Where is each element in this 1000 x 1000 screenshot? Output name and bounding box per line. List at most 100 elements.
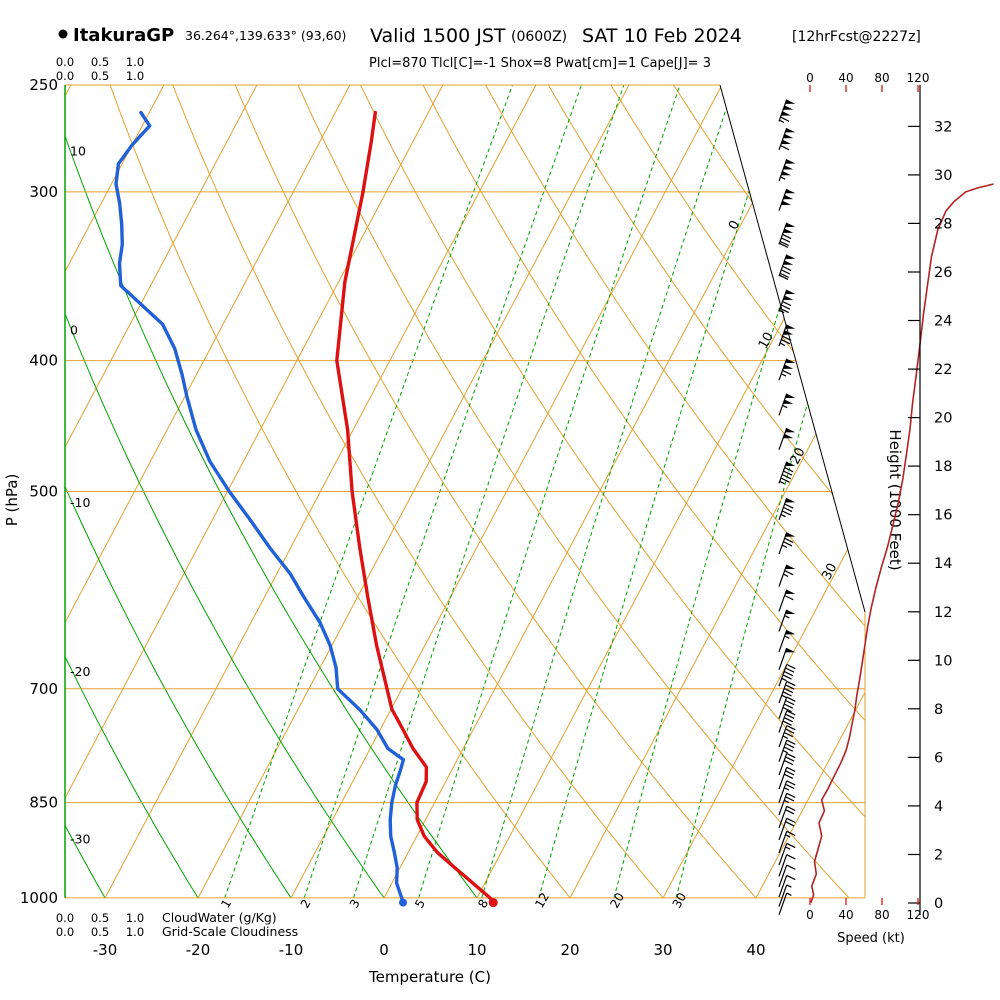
barb-staff [778,780,796,803]
station-marker-dot [58,29,68,39]
mixing-ratio-label: 20 [607,890,627,910]
height-tick-label: 30 [934,168,952,184]
dry-adiabat-line [172,85,664,898]
barb-pennant [783,260,794,265]
barb-staff [778,461,794,485]
wind-barb [778,830,796,854]
mixing-ratio-line [303,85,582,898]
barb-staff [778,254,792,280]
pressure-tick-label: 500 [29,483,58,501]
height-tick-label: 6 [934,750,943,766]
wind-barb [778,817,796,841]
isotherm-line [65,85,258,898]
mixing-ratio-label: 5 [412,897,428,911]
station-coords: 36.264°,139.633° (93,60) [185,28,346,43]
height-tick-label: 32 [934,119,952,135]
dry-adiabat-line [65,85,385,898]
dewpoint-curve [114,110,406,905]
isotherm-line [662,85,865,898]
dry-adiabat-line [65,85,478,898]
wind-barb [778,532,796,555]
barb-pennant [783,133,794,139]
wind-barb [778,725,796,748]
speed-tick-label-top: 120 [907,71,930,85]
speed-tick-label-bottom: 120 [907,908,930,922]
forecast-tag: [12hrFcst@2227z] [792,29,921,45]
barb-staff [778,609,790,632]
valid-date: SAT 10 Feb 2024 [582,25,742,47]
wind-layer [778,99,796,916]
barb-staff [778,817,796,841]
barb-pennant [783,330,794,335]
barb-staff [778,725,796,748]
height-tick-label: 22 [934,362,952,378]
barb-pennant [785,564,796,570]
height-tick-label: 26 [934,265,952,281]
dry-adiabat-line [422,85,865,898]
dry-adiabat-line [547,85,865,898]
isotherm-label: 30 [819,561,840,583]
wind-barb [778,497,796,521]
temp-tick-label: -10 [279,941,304,959]
barb-pennant [783,399,794,404]
temp-tick-label: 30 [653,941,672,959]
dry-adiabat-label: 0 [70,323,78,338]
wind-barb [778,739,796,762]
speed-tick-label-bottom: 40 [838,908,853,922]
wind-barb [778,892,792,916]
mixing-ratio-line [613,85,847,898]
dry-adiabat-line [234,85,757,898]
wind-barb [778,696,796,719]
isotherm-label: 10 [756,330,777,352]
barb-staff [778,830,796,854]
cloudiness-scale-top: 1.0 [126,69,144,83]
mixing-ratio-line [224,85,513,898]
wind-barb [778,854,796,877]
barb-pennant [785,393,796,398]
barb-pennant [785,324,796,329]
dry-adiabat-line [360,85,865,898]
pressure-tick-label: 850 [29,794,58,812]
barb-pennant [781,139,792,145]
cloudwater-scale-bottom: 0.0 [56,911,74,925]
wind-barb [778,589,796,612]
height-tick-label: 24 [934,314,952,330]
barb-staff [778,766,796,790]
wind-barb [778,609,796,632]
barb-pennant [785,222,796,228]
cloudwater-scale-bottom: 0.5 [91,911,109,925]
wind-barb [778,324,796,347]
cloudiness-scale-bottom: 1.0 [126,925,144,939]
height-tick-label: 12 [934,605,952,621]
barb-staff [778,792,796,816]
barb-pennant [785,609,796,615]
isotherm-label: 0 [726,218,743,232]
height-tick-label: 8 [934,702,943,718]
wind-barb [778,393,796,416]
barb-pennant [783,165,794,170]
valid-zulu: (0600Z) [511,29,567,45]
wind-barb [778,99,796,124]
wind-barb [778,752,796,776]
barb-pennant [785,630,796,635]
height-tick-label: 2 [934,848,943,864]
barb-staff [778,99,790,124]
cloudwater-scale-top: 0.0 [56,55,74,69]
temp-tick-label: 10 [467,941,486,959]
barb-staff [778,752,796,776]
cloudwater-axis-label: CloudWater (g/Kg) [162,910,277,925]
header: ItakuraGP 36.264°,139.633° (93,60) Valid… [58,25,921,71]
barb-staff [778,497,794,521]
barb-staff [778,874,796,898]
temperature-axis-label: Temperature (C) [368,968,491,986]
speed-tick-label-top: 40 [838,71,853,85]
barb-pennant [781,200,792,205]
wind-barb [778,780,796,803]
diagonal-boundary [719,84,866,613]
barb-staff [778,629,790,653]
dry-adiabat-label: -30 [70,831,90,846]
profile-layer [114,110,994,908]
barb-staff [778,842,796,866]
